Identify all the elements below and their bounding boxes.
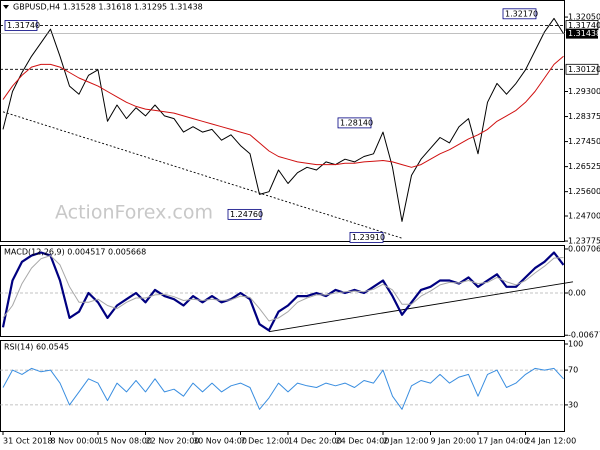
x-tick-label: 15 Nov 08:00 — [98, 437, 152, 446]
x-tick-label: 2 Jan 12:00 — [383, 437, 429, 446]
y-tick-label: 1.28375 — [568, 112, 600, 121]
annotation-label: 1.24760 — [230, 210, 263, 219]
level-annotation-box — [4, 20, 38, 31]
x-tick-label: 24 Jan 12:00 — [526, 437, 577, 446]
trendline — [268, 281, 574, 333]
level-label: 1.31740 — [568, 21, 600, 30]
y-tick-label: 1.26525 — [568, 162, 600, 171]
x-tick-label: 7 Dec 12:00 — [241, 437, 290, 446]
panel-title: MACD(12,26,9) 0.004517 0.005668 — [4, 248, 146, 257]
annotation-box — [227, 208, 262, 220]
y-tick-label: 30 — [568, 400, 578, 409]
annotation-label: 1.23910 — [352, 233, 385, 242]
annotation-box — [337, 117, 372, 129]
y-tick-label: 0.007063 — [568, 244, 600, 253]
y-tick-label: 70 — [568, 366, 578, 375]
x-tick-label: 8 Nov 00:00 — [51, 437, 100, 446]
watermark: ActionForex.com — [55, 202, 213, 224]
current-price-label: 1.31438 — [568, 29, 600, 38]
y-tick-label: 0.00 — [568, 288, 586, 297]
annotation-box — [502, 8, 537, 20]
current-price-box — [566, 28, 598, 39]
series-line — [2, 255, 564, 322]
x-tick-label: 9 Jan 20:00 — [431, 437, 477, 446]
series-line — [2, 17, 564, 222]
x-tick-label: 22 Nov 20:00 — [146, 437, 200, 446]
panel-frame — [0, 0, 565, 242]
level-annotation: 1.31740 — [7, 21, 40, 30]
y-tick-label: 1.29300 — [568, 87, 600, 96]
y-tick-label: 1.23775 — [568, 237, 600, 246]
panel-title: RSI(14) 60.0545 — [4, 343, 69, 352]
x-tick-label: 24 Dec 04:00 — [336, 437, 390, 446]
series-line — [1, 251, 565, 332]
y-tick-label: 100 — [568, 340, 583, 349]
annotation-label: 1.28140 — [340, 118, 373, 127]
y-tick-label: 1.27450 — [568, 137, 600, 146]
level-label: 1.30120 — [568, 65, 600, 74]
annotation-box — [349, 231, 384, 243]
menu-arrow — [3, 5, 9, 9]
series-line — [2, 367, 564, 410]
y-tick-label: 1.32050 — [568, 13, 600, 22]
x-tick-label: 30 Nov 04:00 — [193, 437, 247, 446]
annotation-label: 1.32170 — [505, 9, 538, 18]
level-label-box — [565, 63, 599, 75]
x-tick-label: 17 Jan 04:00 — [478, 437, 529, 446]
series-line — [2, 55, 564, 168]
panel-frame — [0, 245, 565, 337]
y-tick-label: 1.24700 — [568, 212, 600, 221]
x-tick-label: 31 Oct 2018 — [3, 437, 52, 446]
trendline — [2, 111, 403, 239]
x-tick-label: 14 Dec 20:00 — [288, 437, 342, 446]
y-tick-label: 1.25600 — [568, 187, 600, 196]
y-tick-label: -0.006774 — [568, 331, 600, 340]
panel-frame — [0, 340, 565, 432]
panel-title: GBPUSD,H4 1.31528 1.31618 1.31295 1.3143… — [13, 3, 203, 12]
